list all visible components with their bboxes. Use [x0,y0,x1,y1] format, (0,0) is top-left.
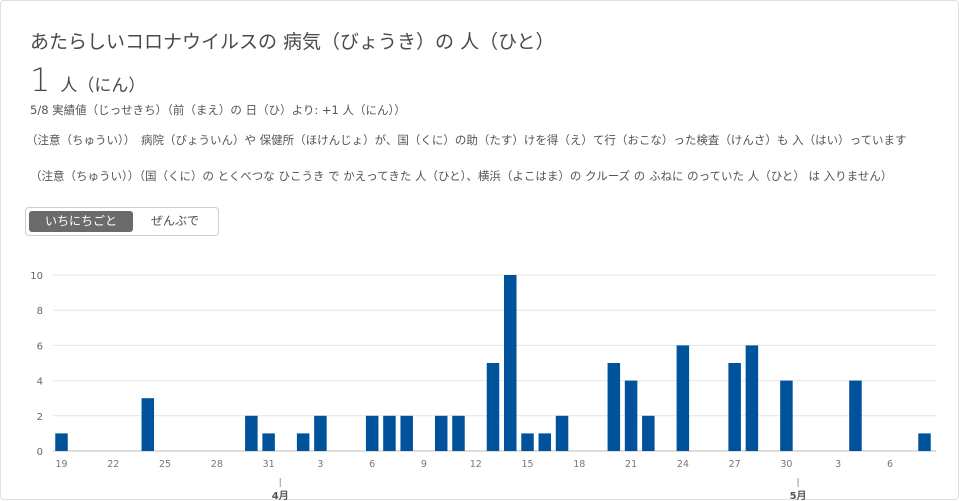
total-count: 1 人（にん） [30,61,145,99]
x-tick-label: 30 [780,459,792,470]
note-line-1: （注意（ちゅうい）） 病院（びょういん）や 保健所（ほけんじょ）が、国（くに）の… [26,133,907,147]
page-title: あたらしいコロナウイルスの 病気（びょうき）の 人（ひと） [30,31,555,53]
view-toggle: いちにちごと ぜんぶで [25,207,219,236]
bar [521,433,534,451]
x-tick-label: 18 [573,459,585,470]
x-tick-label: 6 [369,459,375,470]
bar [245,415,258,451]
bar [504,275,517,451]
subtitle: 5/8 実績値（じっせきち）（前（まえ）の 日（ひ）より: +1 人（にん）） [30,103,406,117]
bar [365,415,379,451]
x-tick-label: 19 [55,459,67,470]
bar [607,363,621,451]
toggle-daily-button[interactable]: いちにちごと [29,211,133,232]
y-tick-label: 8 [37,306,43,317]
x-tick-label: 24 [677,459,689,470]
count-unit: 人（にん） [60,76,146,96]
note-line-2: （注意（ちゅうい））（国（くに）の とくべつな ひこうき で かえってきた 人（… [30,169,893,183]
y-tick-label: 4 [37,377,43,388]
bar [728,363,741,451]
bar [141,398,155,451]
bar [296,433,310,451]
x-tick-label: 27 [729,459,741,470]
bar [314,415,327,451]
x-tick-label: 28 [211,459,223,470]
bar [642,415,655,451]
bar [262,433,275,451]
x-tick-label: 12 [470,459,482,470]
month-label: 4月 [272,490,289,501]
bar [400,415,413,451]
bar [555,415,569,451]
bar [486,363,500,451]
bar [434,415,448,451]
bar [624,380,638,451]
y-tick-label: 0 [37,447,43,458]
bar [849,380,862,451]
month-label: 5月 [790,490,807,501]
x-tick-label: 3 [317,459,323,470]
x-tick-label: 21 [625,459,637,470]
bar [55,433,68,451]
x-tick-label: 31 [263,459,275,470]
x-tick-label: 9 [421,459,427,470]
x-tick-label: 25 [159,459,171,470]
bar [538,433,552,451]
bar [676,345,690,451]
x-tick-label: 15 [521,459,533,470]
bar [383,415,396,451]
y-tick-label: 10 [30,271,43,282]
bar [452,415,465,451]
bar [780,380,793,451]
bar [745,345,759,451]
x-tick-label: 3 [835,459,841,470]
y-tick-label: 6 [37,341,43,352]
y-tick-label: 2 [37,412,43,423]
x-tick-label: 22 [107,459,119,470]
toggle-total-button[interactable]: ぜんぶで [150,214,199,228]
count-value: 1 [30,61,51,99]
x-tick-label: 6 [887,459,893,470]
bar [918,433,931,451]
